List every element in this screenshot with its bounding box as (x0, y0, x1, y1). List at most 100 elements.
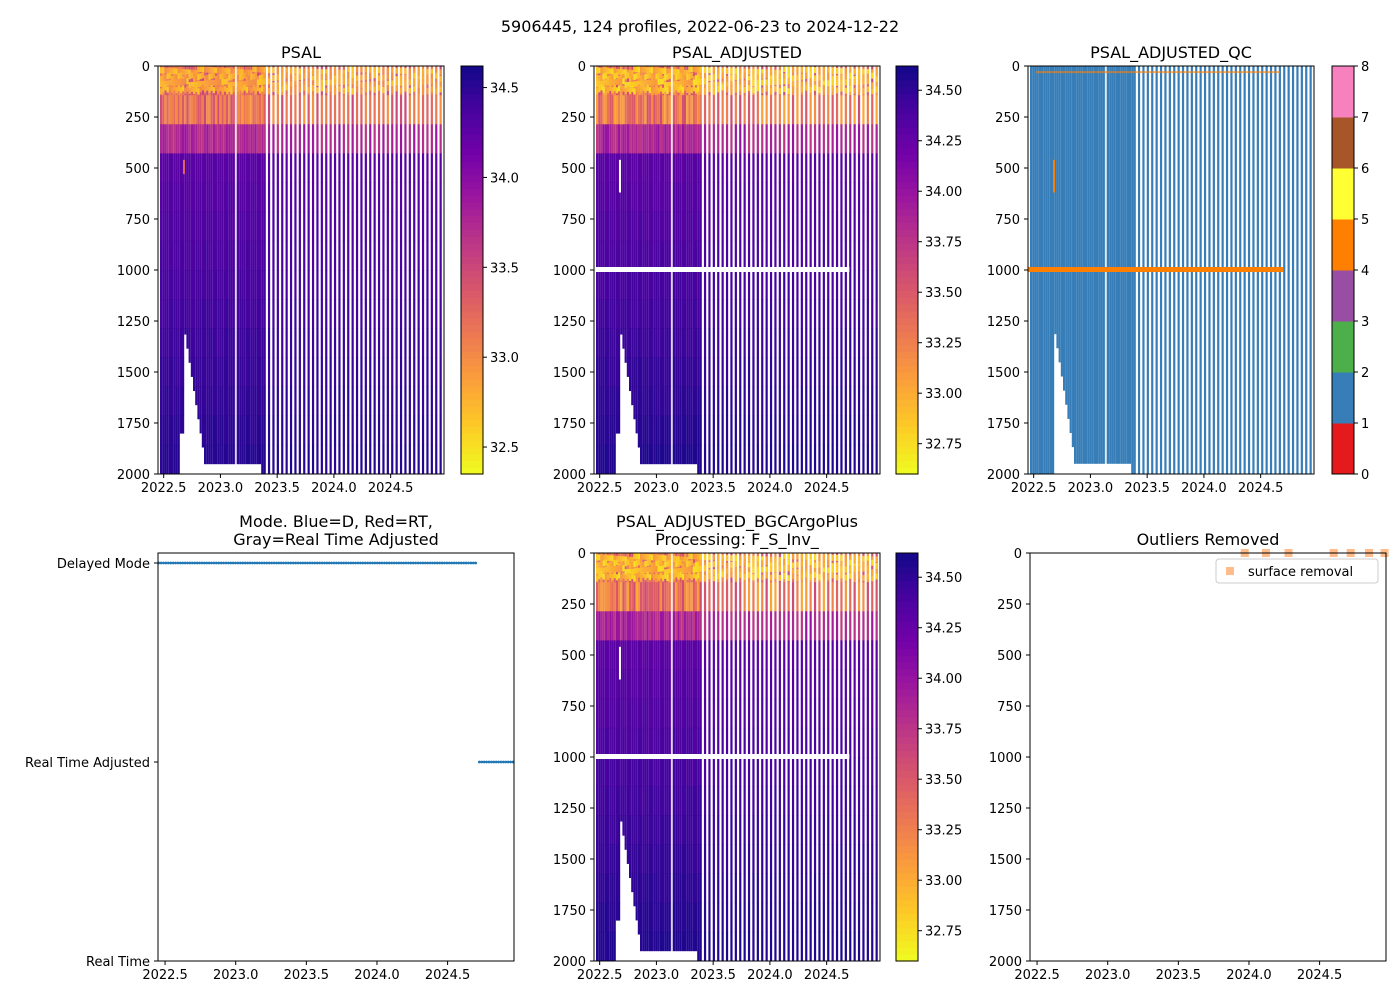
heatmap-cell (697, 386, 700, 417)
heatmap-cell (602, 582, 605, 612)
heatmap-cell (413, 357, 416, 387)
heatmap-cell (681, 153, 684, 183)
mode-point (270, 561, 273, 565)
heatmap-cell (245, 240, 248, 271)
heatmap-cell (695, 873, 698, 904)
surface-cell (210, 84, 213, 91)
heatmap-cell (644, 95, 647, 125)
heatmap-cell (840, 328, 843, 358)
heatmap-cell (355, 299, 359, 329)
surface-cell (197, 73, 200, 80)
heatmap-cell (629, 669, 632, 700)
heatmap-cell (765, 640, 768, 670)
heatmap-cell (624, 757, 627, 787)
surface-cell (648, 87, 651, 94)
heatmap-cell (857, 211, 861, 242)
heatmap-cell (637, 299, 640, 329)
surface-cell (417, 68, 420, 75)
heatmap-cell (712, 240, 715, 271)
surface-cell (618, 555, 621, 562)
heatmap-cell (774, 640, 777, 670)
heatmap-cell (228, 95, 231, 125)
heatmap-cell (243, 124, 246, 154)
heatmap-cell (600, 211, 603, 242)
heatmap-cell (219, 182, 222, 213)
surface-cell (635, 66, 638, 73)
heatmap-cell (664, 386, 667, 417)
surface-cell (399, 75, 403, 82)
heatmap-cell (818, 182, 821, 213)
heatmap-cell (188, 240, 191, 271)
heatmap-cell (237, 415, 240, 446)
heatmap-cell (197, 357, 200, 387)
heatmap-cell (697, 931, 700, 962)
surface-cell (871, 72, 874, 79)
heatmap-cell (386, 95, 389, 125)
colorbar-cell (461, 358, 483, 366)
surface-cell (734, 74, 737, 81)
heatmap-cell (695, 240, 698, 271)
heatmap-cell (204, 328, 207, 358)
heatmap-cell (765, 815, 768, 845)
heatmap-cell (677, 357, 680, 387)
surface-cell (796, 66, 799, 73)
heatmap-cell (862, 931, 865, 962)
heatmap-cell (298, 270, 301, 300)
heatmap-cell (875, 640, 878, 670)
heatmap-cell (624, 299, 627, 329)
heatmap-cell (613, 270, 616, 300)
qc-colorbar-cell (1332, 219, 1354, 271)
heatmap-cell (783, 270, 786, 300)
surface-cell (862, 68, 865, 75)
heatmap-cell (668, 182, 671, 213)
heatmap-cell (596, 698, 599, 729)
heatmap-cell (692, 815, 695, 845)
heatmap-cell (404, 211, 407, 242)
heatmap-cell (173, 211, 176, 242)
surface-cell (653, 74, 656, 81)
heatmap-cell (613, 611, 616, 641)
surface-cell (615, 555, 618, 562)
heatmap-cell (783, 95, 786, 125)
surface-cell (684, 84, 687, 91)
heatmap-cell (752, 270, 755, 300)
heatmap-cell (256, 415, 259, 446)
heatmap-cell (818, 66, 821, 96)
heatmap-cell (853, 873, 856, 904)
heatmap-cell (655, 270, 658, 300)
heatmap-cell (679, 153, 682, 183)
heatmap-cell (618, 873, 621, 904)
heatmap-cell (613, 873, 616, 904)
heatmap-cell (640, 299, 643, 329)
heatmap-cell (756, 844, 759, 874)
heatmap-cell (657, 669, 660, 700)
colorbar-cell (896, 181, 918, 189)
heatmap-cell (201, 299, 204, 329)
heatmap-cell (391, 211, 394, 242)
heatmap-cell (360, 124, 363, 154)
surface-cell (743, 87, 746, 94)
heatmap-cell (640, 124, 643, 154)
heatmap-cell (813, 240, 817, 271)
heatmap-cell (857, 931, 861, 962)
surface-cell (840, 79, 843, 86)
surface-cell (653, 67, 656, 74)
heatmap-cell (404, 240, 407, 271)
heatmap-cell (259, 124, 262, 154)
heatmap-cell (430, 444, 433, 475)
surface-cell (613, 572, 616, 579)
surface-cell (853, 79, 856, 86)
heatmap-cell (662, 698, 665, 729)
heatmap-cell (752, 873, 755, 904)
heatmap-cell (289, 386, 293, 417)
heatmap-cell (664, 415, 667, 446)
heatmap-cell (210, 415, 213, 446)
heatmap-cell (662, 299, 665, 329)
surface-cell (805, 72, 808, 79)
heatmap-cell (635, 211, 638, 242)
surface-cell (221, 67, 224, 74)
heatmap-cell (250, 444, 253, 465)
heatmap-cell (618, 299, 621, 329)
mode-point (399, 561, 403, 565)
surface-cell (626, 572, 629, 579)
